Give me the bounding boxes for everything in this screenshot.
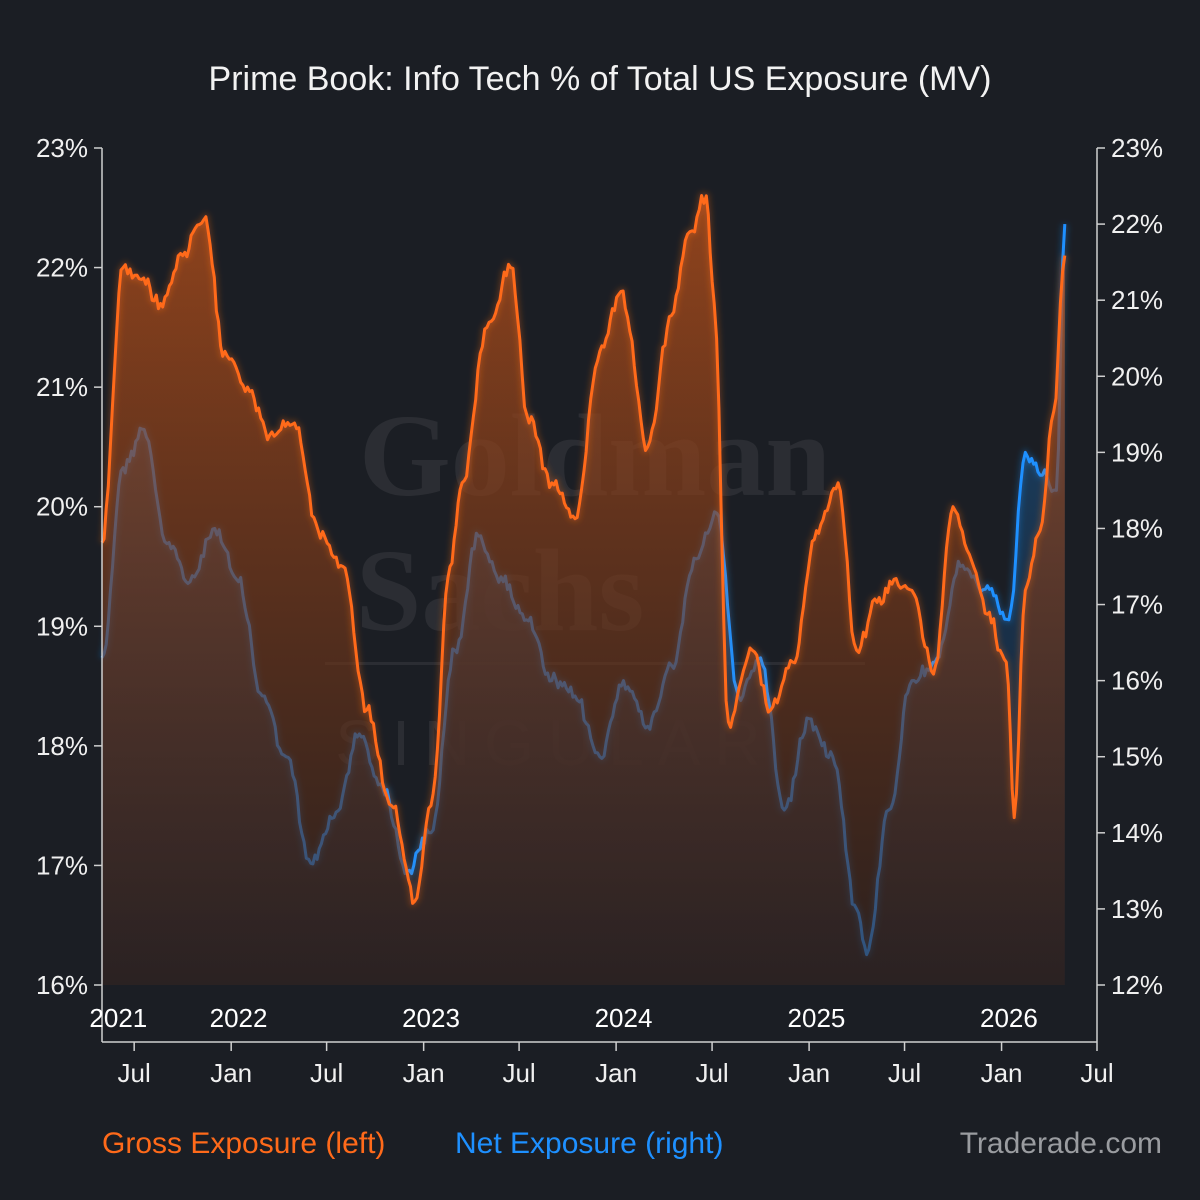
year-label: 2025 <box>788 1003 846 1033</box>
left-tick-label: 22% <box>36 253 88 283</box>
right-axis-ticks: 12% 13% 14% 15% 16% 17% 18% 19% 20% 21% 22% 23% <box>1097 133 1163 1000</box>
x-tick-label: Jan <box>210 1058 252 1088</box>
legend-gross: Gross Exposure (left) <box>102 1127 385 1160</box>
credit-text: Traderade.com <box>960 1127 1162 1160</box>
left-tick-label: 18% <box>36 731 88 761</box>
right-tick-label: 20% <box>1111 361 1163 391</box>
year-label: 2021 <box>89 1003 147 1033</box>
left-axis-ticks: 16% 17% 18% 19% 20% 21% 22% 23% <box>36 133 102 1000</box>
axes <box>101 148 1098 1043</box>
right-tick-label: 18% <box>1111 513 1163 543</box>
year-labels: 2021 2022 2023 2024 2025 2026 <box>89 1003 1037 1033</box>
year-label: 2026 <box>980 1003 1038 1033</box>
right-tick-label: 16% <box>1111 666 1163 696</box>
left-tick-label: 21% <box>36 372 88 402</box>
chart-title: Prime Book: Info Tech % of Total US Expo… <box>209 60 992 98</box>
left-tick-label: 19% <box>36 611 88 641</box>
right-tick-label: 23% <box>1111 133 1163 163</box>
left-tick-label: 16% <box>36 970 88 1000</box>
right-tick-label: 22% <box>1111 209 1163 239</box>
gross-exposure-area <box>102 195 1065 985</box>
x-tick-label: Jan <box>981 1058 1023 1088</box>
left-tick-label: 17% <box>36 850 88 880</box>
x-tick-label: Jul <box>502 1058 535 1088</box>
right-tick-label: 21% <box>1111 285 1163 315</box>
legend-net: Net Exposure (right) <box>455 1127 723 1160</box>
x-axis-ticks: Jul Jan Jul Jan Jul Jan Jul Jan Jul Jan Jul <box>118 1042 1114 1088</box>
year-label: 2023 <box>402 1003 460 1033</box>
gross-exposure-line <box>100 194 1067 905</box>
year-label: 2024 <box>595 1003 653 1033</box>
left-tick-label: 23% <box>36 133 88 163</box>
right-tick-label: 14% <box>1111 818 1163 848</box>
right-tick-label: 17% <box>1111 590 1163 620</box>
x-tick-label: Jul <box>310 1058 343 1088</box>
right-tick-label: 19% <box>1111 437 1163 467</box>
gross-exposure-series <box>98 192 1069 985</box>
right-tick-label: 13% <box>1111 894 1163 924</box>
x-tick-label: Jan <box>595 1058 637 1088</box>
x-tick-label: Jan <box>788 1058 830 1088</box>
left-tick-label: 20% <box>36 492 88 522</box>
right-tick-label: 15% <box>1111 742 1163 772</box>
x-tick-label: Jul <box>118 1058 151 1088</box>
x-tick-label: Jul <box>888 1058 921 1088</box>
x-tick-label: Jul <box>1080 1058 1113 1088</box>
x-tick-label: Jul <box>695 1058 728 1088</box>
year-label: 2022 <box>210 1003 268 1033</box>
right-tick-label: 12% <box>1111 970 1163 1000</box>
x-tick-label: Jan <box>403 1058 445 1088</box>
